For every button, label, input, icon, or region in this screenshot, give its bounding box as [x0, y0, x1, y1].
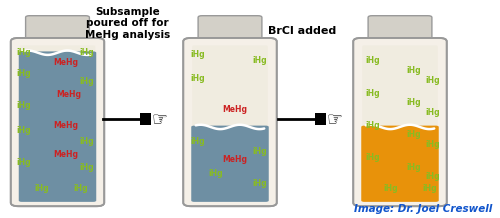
Text: iHg: iHg	[425, 76, 440, 85]
Text: iHg: iHg	[16, 69, 30, 78]
Text: iHg: iHg	[366, 121, 380, 130]
Text: MeHg: MeHg	[53, 150, 78, 159]
FancyBboxPatch shape	[192, 45, 268, 128]
Text: iHg: iHg	[366, 89, 380, 97]
Text: iHg: iHg	[406, 163, 422, 172]
FancyBboxPatch shape	[362, 45, 438, 128]
FancyBboxPatch shape	[26, 16, 90, 45]
Text: iHg: iHg	[80, 137, 94, 146]
Text: iHg: iHg	[16, 48, 30, 57]
Text: iHg: iHg	[425, 140, 440, 149]
FancyBboxPatch shape	[183, 38, 277, 206]
Text: iHg: iHg	[16, 126, 30, 135]
Text: iHg: iHg	[406, 66, 422, 75]
Text: iHg: iHg	[80, 48, 94, 57]
Text: iHg: iHg	[406, 98, 422, 107]
Bar	[315, 113, 326, 125]
Bar	[140, 113, 151, 125]
Text: iHg: iHg	[208, 169, 224, 178]
Text: iHg: iHg	[422, 184, 437, 193]
Text: MeHg: MeHg	[53, 121, 78, 130]
Text: iHg: iHg	[425, 172, 440, 181]
FancyBboxPatch shape	[198, 16, 262, 45]
Text: iHg: iHg	[384, 184, 398, 193]
Text: iHg: iHg	[190, 137, 205, 146]
Text: Subsample
poured off for
MeHg analysis: Subsample poured off for MeHg analysis	[85, 7, 170, 40]
Text: iHg: iHg	[34, 184, 50, 193]
FancyBboxPatch shape	[353, 38, 447, 206]
Text: MeHg: MeHg	[222, 155, 247, 164]
Text: iHg: iHg	[16, 101, 30, 111]
Text: iHg: iHg	[80, 77, 94, 86]
Text: iHg: iHg	[190, 50, 205, 59]
Text: iHg: iHg	[252, 147, 267, 156]
Text: ☞: ☞	[152, 111, 168, 128]
Text: MeHg: MeHg	[53, 58, 78, 67]
Text: iHg: iHg	[252, 179, 267, 188]
Text: BrCl added: BrCl added	[268, 26, 336, 36]
Text: iHg: iHg	[425, 108, 440, 117]
Text: iHg: iHg	[74, 184, 88, 193]
FancyBboxPatch shape	[361, 126, 439, 202]
Text: iHg: iHg	[252, 56, 267, 65]
Text: Image: Dr. Joel Creswell: Image: Dr. Joel Creswell	[354, 204, 492, 214]
Text: ☞: ☞	[326, 111, 342, 128]
Text: MeHg: MeHg	[222, 105, 247, 114]
Text: iHg: iHg	[80, 163, 94, 172]
Text: MeHg: MeHg	[56, 90, 81, 99]
FancyBboxPatch shape	[20, 45, 95, 54]
FancyBboxPatch shape	[368, 16, 432, 45]
Text: iHg: iHg	[366, 56, 380, 65]
Text: iHg: iHg	[366, 153, 380, 162]
Text: iHg: iHg	[16, 158, 30, 167]
FancyBboxPatch shape	[191, 126, 269, 202]
FancyBboxPatch shape	[11, 38, 104, 206]
Text: iHg: iHg	[190, 74, 205, 83]
Text: iHg: iHg	[406, 131, 422, 140]
FancyBboxPatch shape	[19, 51, 96, 202]
